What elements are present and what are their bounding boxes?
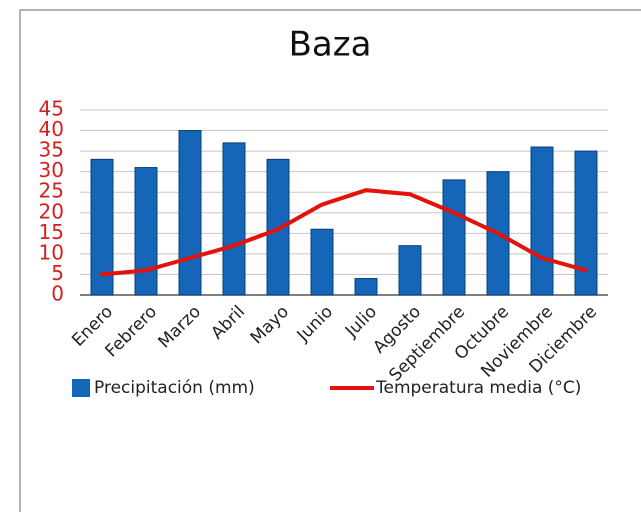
y-tick-label: 0 <box>51 282 64 306</box>
bar <box>354 278 378 296</box>
y-tick-label: 30 <box>39 158 64 182</box>
x-tick-label: Julio <box>341 302 381 342</box>
legend-label: Precipitación (mm) <box>94 378 255 398</box>
bar <box>574 150 598 296</box>
y-tick-label: 35 <box>39 138 64 162</box>
bar <box>310 228 334 296</box>
x-tick-label: Mayo <box>247 302 293 348</box>
frame <box>19 9 641 512</box>
bar <box>90 158 114 296</box>
legend-label: Temperatura media (°C) <box>375 378 581 398</box>
bar <box>442 179 466 296</box>
chart-title: Baza <box>289 25 372 65</box>
temperature-line <box>100 188 588 277</box>
y-tick-label: 40 <box>39 117 64 141</box>
bar <box>530 146 554 296</box>
bar <box>178 130 202 296</box>
y-tick-label: 15 <box>39 220 64 244</box>
bar <box>134 167 158 296</box>
y-tick-label: 25 <box>39 179 64 203</box>
x-tick-label: Marzo <box>155 302 205 352</box>
y-tick-label: 45 <box>39 97 64 121</box>
x-tick-label: Junio <box>293 302 337 346</box>
y-tick-label: 20 <box>39 199 64 223</box>
y-tick-label: 5 <box>51 261 64 285</box>
x-tick-label: Abril <box>207 302 249 344</box>
y-tick-label: 10 <box>39 240 64 264</box>
bar <box>398 245 422 296</box>
legend-swatch <box>72 379 90 397</box>
bar <box>222 142 246 296</box>
